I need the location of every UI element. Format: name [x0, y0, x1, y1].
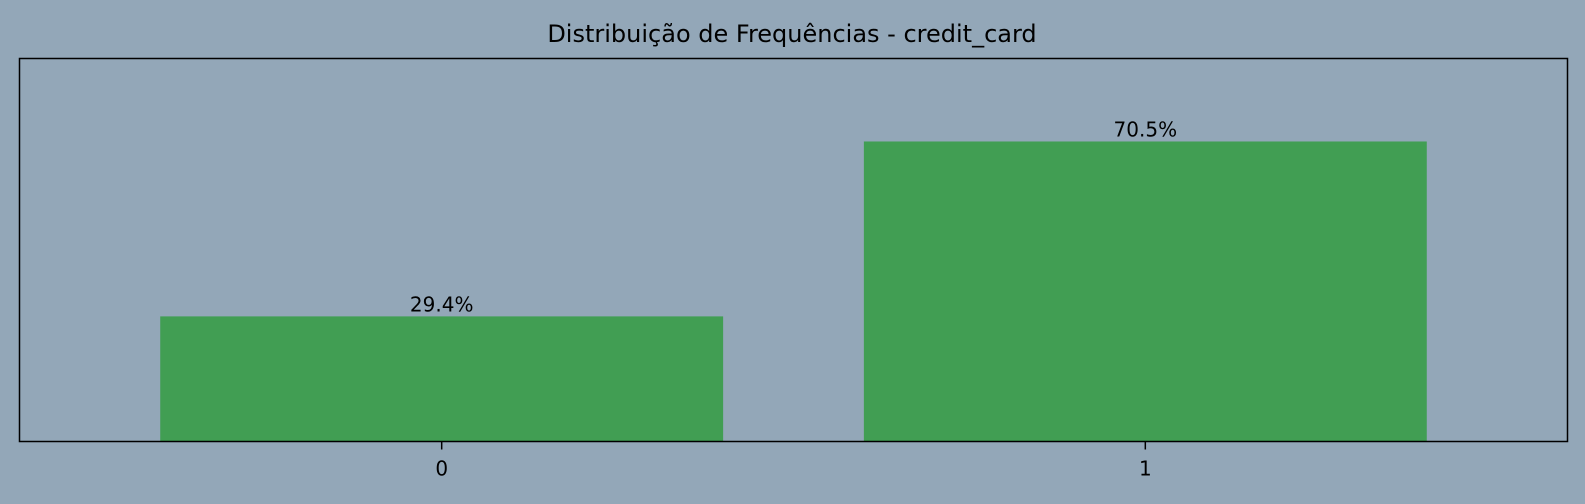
x-tick-label: 0: [435, 457, 448, 481]
bar-value-label: 29.4%: [410, 292, 474, 316]
plot-frame: [18, 57, 1569, 443]
x-tick-label: 1: [1139, 457, 1152, 481]
bar-1: [863, 141, 1427, 442]
chart-title: Distribuição de Frequências - credit_car…: [547, 20, 1036, 48]
bar-value-label: 70.5%: [1114, 117, 1178, 141]
bar-0: [160, 316, 724, 442]
bar-group: 29.4% 70.5%: [160, 117, 1427, 442]
